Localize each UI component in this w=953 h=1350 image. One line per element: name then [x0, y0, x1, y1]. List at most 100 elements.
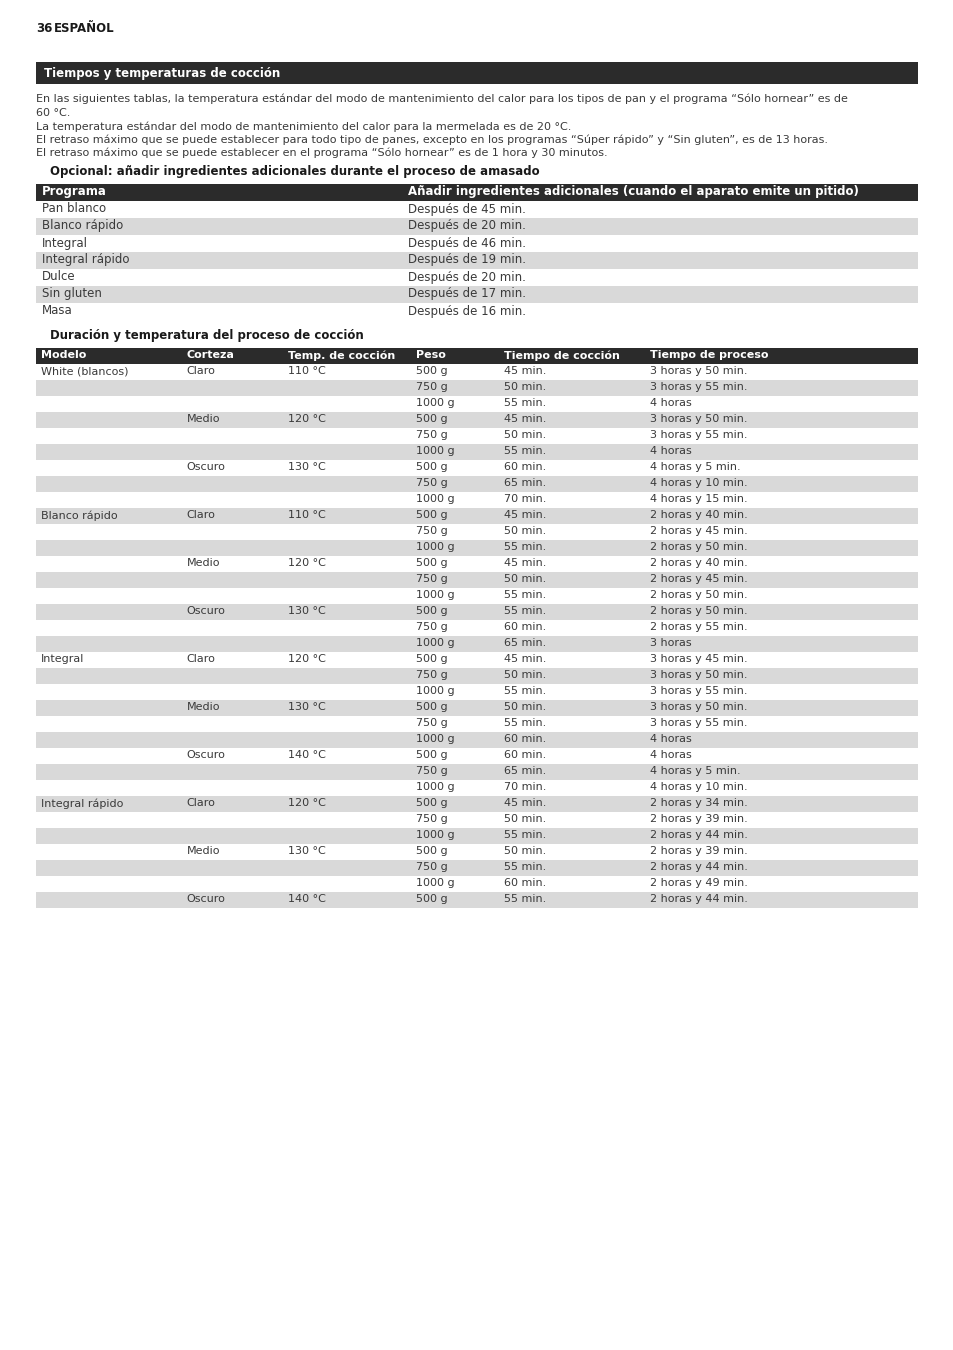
- Text: 4 horas: 4 horas: [649, 398, 691, 409]
- Text: Claro: Claro: [187, 655, 215, 664]
- Text: 130 °C: 130 °C: [288, 846, 325, 856]
- Text: Después de 46 min.: Después de 46 min.: [408, 236, 525, 250]
- Text: 45 min.: 45 min.: [503, 510, 546, 521]
- Text: 2 horas y 49 min.: 2 horas y 49 min.: [649, 879, 746, 888]
- Text: Tiempo de proceso: Tiempo de proceso: [649, 351, 767, 360]
- Bar: [36, 636, 917, 652]
- Text: Integral rápido: Integral rápido: [42, 254, 130, 266]
- Text: 500 g: 500 g: [416, 510, 447, 521]
- Text: Añadir ingredientes adicionales (cuando el aparato emite un pitido): Añadir ingredientes adicionales (cuando …: [408, 185, 858, 198]
- Text: Después de 45 min.: Después de 45 min.: [408, 202, 525, 216]
- Text: 3 horas y 50 min.: 3 horas y 50 min.: [649, 702, 746, 713]
- Text: 4 horas y 10 min.: 4 horas y 10 min.: [649, 783, 746, 792]
- Text: 2 horas y 50 min.: 2 horas y 50 min.: [649, 590, 746, 601]
- Text: Oscuro: Oscuro: [187, 895, 225, 905]
- Text: 1000 g: 1000 g: [416, 543, 454, 552]
- Bar: [36, 540, 917, 555]
- Text: Blanco rápido: Blanco rápido: [42, 220, 123, 232]
- Text: 3 horas y 50 min.: 3 horas y 50 min.: [649, 414, 746, 424]
- Text: Peso: Peso: [416, 351, 445, 360]
- Text: 500 g: 500 g: [416, 559, 447, 568]
- Bar: [36, 652, 917, 667]
- Text: Programa: Programa: [42, 185, 107, 198]
- Text: 2 horas y 39 min.: 2 horas y 39 min.: [649, 846, 746, 856]
- Text: Claro: Claro: [187, 366, 215, 377]
- Text: 2 horas y 50 min.: 2 horas y 50 min.: [649, 606, 746, 617]
- Text: 750 g: 750 g: [416, 382, 447, 393]
- Text: Integral: Integral: [42, 236, 88, 250]
- Bar: [36, 444, 917, 459]
- Text: Oscuro: Oscuro: [187, 751, 225, 760]
- Text: 2 horas y 50 min.: 2 horas y 50 min.: [649, 543, 746, 552]
- Text: 55 min.: 55 min.: [503, 606, 546, 617]
- Text: 65 min.: 65 min.: [503, 639, 546, 648]
- Bar: [36, 491, 917, 508]
- Text: Duración y temperatura del proceso de cocción: Duración y temperatura del proceso de co…: [50, 329, 363, 343]
- Text: 130 °C: 130 °C: [288, 606, 325, 617]
- Text: 750 g: 750 g: [416, 431, 447, 440]
- Text: 55 min.: 55 min.: [503, 830, 546, 841]
- Text: 2 horas y 40 min.: 2 horas y 40 min.: [649, 510, 746, 521]
- Bar: [36, 62, 917, 84]
- Text: 120 °C: 120 °C: [288, 414, 326, 424]
- Bar: [36, 201, 917, 217]
- Text: En las siguientes tablas, la temperatura estándar del modo de mantenimiento del : En las siguientes tablas, la temperatura…: [36, 95, 847, 104]
- Text: 500 g: 500 g: [416, 606, 447, 617]
- Text: 500 g: 500 g: [416, 366, 447, 377]
- Text: 2 horas y 45 min.: 2 horas y 45 min.: [649, 526, 746, 536]
- Text: 45 min.: 45 min.: [503, 559, 546, 568]
- Text: 1000 g: 1000 g: [416, 687, 454, 697]
- Text: 120 °C: 120 °C: [288, 798, 326, 809]
- Text: 1000 g: 1000 g: [416, 734, 454, 744]
- Text: 3 horas y 55 min.: 3 horas y 55 min.: [649, 718, 746, 729]
- Text: 750 g: 750 g: [416, 863, 447, 872]
- Text: 55 min.: 55 min.: [503, 447, 546, 456]
- Text: 60 °C.: 60 °C.: [36, 108, 71, 117]
- Text: 45 min.: 45 min.: [503, 414, 546, 424]
- Text: 4 horas y 5 min.: 4 horas y 5 min.: [649, 767, 740, 776]
- Text: 55 min.: 55 min.: [503, 863, 546, 872]
- Text: 2 horas y 34 min.: 2 horas y 34 min.: [649, 798, 746, 809]
- Text: 65 min.: 65 min.: [503, 478, 546, 489]
- Text: Temp. de cocción: Temp. de cocción: [288, 350, 395, 360]
- Text: 60 min.: 60 min.: [503, 879, 546, 888]
- Text: Corteza: Corteza: [187, 351, 234, 360]
- Text: 4 horas y 5 min.: 4 horas y 5 min.: [649, 463, 740, 472]
- Text: Después de 17 min.: Después de 17 min.: [408, 288, 525, 301]
- Text: 55 min.: 55 min.: [503, 398, 546, 409]
- Text: 55 min.: 55 min.: [503, 590, 546, 601]
- Text: Medio: Medio: [187, 414, 220, 424]
- Bar: [36, 347, 917, 363]
- Text: 110 °C: 110 °C: [288, 510, 325, 521]
- Text: 140 °C: 140 °C: [288, 751, 326, 760]
- Text: 50 min.: 50 min.: [503, 814, 546, 825]
- Text: Tiempo de cocción: Tiempo de cocción: [503, 350, 619, 360]
- Text: ESPAÑOL: ESPAÑOL: [54, 22, 114, 35]
- Text: 3 horas y 55 min.: 3 horas y 55 min.: [649, 687, 746, 697]
- Bar: [36, 795, 917, 811]
- Text: 4 horas y 15 min.: 4 horas y 15 min.: [649, 494, 746, 505]
- Text: 500 g: 500 g: [416, 846, 447, 856]
- Text: 130 °C: 130 °C: [288, 702, 325, 713]
- Bar: [36, 251, 917, 269]
- Bar: [36, 620, 917, 636]
- Bar: [36, 285, 917, 302]
- Bar: [36, 555, 917, 571]
- Text: 750 g: 750 g: [416, 575, 447, 585]
- Text: 65 min.: 65 min.: [503, 767, 546, 776]
- Bar: [36, 428, 917, 444]
- Bar: [36, 844, 917, 860]
- Text: 2 horas y 44 min.: 2 horas y 44 min.: [649, 863, 746, 872]
- Bar: [36, 412, 917, 428]
- Text: 500 g: 500 g: [416, 798, 447, 809]
- Text: Medio: Medio: [187, 702, 220, 713]
- Text: Sin gluten: Sin gluten: [42, 288, 102, 301]
- Text: Integral: Integral: [41, 655, 84, 664]
- Text: 3 horas: 3 horas: [649, 639, 691, 648]
- Text: Medio: Medio: [187, 846, 220, 856]
- Text: 70 min.: 70 min.: [503, 494, 546, 505]
- Bar: [36, 571, 917, 587]
- Text: 55 min.: 55 min.: [503, 687, 546, 697]
- Text: 500 g: 500 g: [416, 895, 447, 905]
- Bar: [36, 379, 917, 396]
